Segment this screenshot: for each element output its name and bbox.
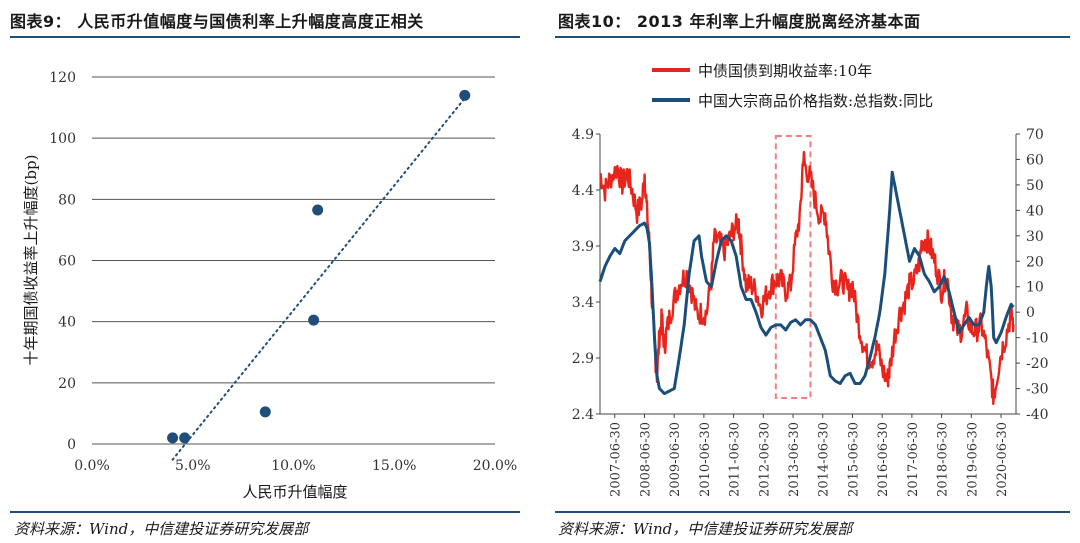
right-y-tick-labels: 70 60 50 40 30 20 10 0 -10 -20 -30 -40 [1026, 127, 1049, 423]
scatter-point [312, 204, 324, 216]
x-tick-label: 2007-06-30 [609, 422, 624, 497]
right-footer-rule [555, 511, 1070, 513]
x-tick-label: 2018-06-30 [936, 422, 951, 497]
right-y-tick-label: 40 [1026, 203, 1044, 219]
left-y-tick-label: 4.9 [572, 127, 594, 143]
scatter-y-tick-label: 0 [67, 437, 76, 453]
scatter-y-tick-label: 80 [58, 192, 76, 208]
scatter-point [259, 406, 271, 418]
right-chart-title: 图表10： 2013 年利率上升幅度脱离经济基本面 [558, 12, 921, 31]
left-y-tick-label: 3.9 [572, 239, 594, 255]
scatter-point [459, 89, 471, 101]
x-tick-label: 2012-06-30 [757, 422, 772, 497]
right-y-tick-label: -30 [1026, 382, 1049, 398]
right-y-tick-label: 10 [1026, 280, 1044, 296]
right-y-tick-label: 50 [1026, 178, 1044, 194]
scatter-x-axis-label: 人民币升值幅度 [242, 483, 347, 501]
left-chart-title: 图表9： 人民币升值幅度与国债利率上升幅度高度正相关 [10, 12, 424, 31]
scatter-x-tick-labels: 0.0% 5.0% 10.0% 15.0% 20.0% [74, 458, 517, 474]
scatter-x-tick-label: 15.0% [372, 458, 416, 474]
left-y-tick-label: 3.4 [572, 295, 594, 311]
scatter-y-tick-labels: 0 20 40 60 80 100 120 [49, 70, 76, 453]
right-y-tick-label: 70 [1026, 127, 1044, 143]
right-y-tick-label: 60 [1026, 152, 1044, 168]
x-tick-label: 2020-06-30 [995, 422, 1010, 497]
x-tick-label: 2011-06-30 [728, 422, 743, 497]
scatter-x-tick-label: 20.0% [473, 458, 517, 474]
x-tick-labels: 2007-06-30 2008-06-30 2009-06-30 2010-06-30… [609, 422, 1010, 497]
scatter-point [167, 432, 179, 444]
x-tick-label: 2013-06-30 [787, 422, 802, 497]
left-y-tick-label: 2.9 [572, 351, 594, 367]
x-tick-label: 2019-06-30 [965, 422, 980, 497]
scatter-point [308, 314, 320, 326]
right-y-tick-label: -40 [1026, 407, 1049, 423]
scatter-gridlines [92, 76, 495, 445]
scatter-y-axis-label: 十年期国债收益率上升幅度(bp) [22, 155, 40, 366]
series-line-commodity [598, 170, 1015, 396]
right-source-note: 资料来源：Wind，中信建投证券研究发展部 [558, 520, 853, 538]
x-tick-label: 2014-06-30 [817, 422, 832, 497]
x-tick-label: 2016-06-30 [876, 422, 891, 497]
line-series [598, 150, 1015, 406]
right-y-tick-label: 0 [1026, 305, 1035, 321]
scatter-y-tick-label: 120 [49, 70, 76, 86]
x-tick-label: 2008-06-30 [638, 422, 653, 497]
scatter-y-tick-label: 60 [58, 254, 76, 270]
right-y-tick-label: 20 [1026, 254, 1044, 270]
highlight-box-rect [774, 135, 812, 399]
left-footer-rule [10, 511, 520, 513]
scatter-y-tick-label: 20 [58, 376, 76, 392]
scatter-x-tick-label: 0.0% [74, 458, 110, 474]
scatter-y-tick-label: 40 [58, 315, 76, 331]
right-y-tick-label: 30 [1026, 229, 1044, 245]
scatter-x-tick-label: 10.0% [271, 458, 315, 474]
legend-label-commodity: 中国大宗商品价格指数:总指数:同比 [698, 92, 933, 110]
scatter-point [179, 432, 191, 444]
right-y-tick-label: -10 [1026, 331, 1049, 347]
x-tick-label: 2017-06-30 [906, 422, 921, 497]
series-line-yield [599, 150, 1015, 406]
scatter-trendline-path [171, 97, 466, 461]
legend-label-yield: 中债国债到期收益率:10年 [698, 62, 872, 80]
scatter-x-tick-label: 5.0% [175, 458, 211, 474]
x-tick-label: 2010-06-30 [698, 422, 713, 497]
line-plot-frame [596, 133, 1020, 418]
right-y-tick-label: -20 [1026, 356, 1049, 372]
scatter-points [167, 89, 471, 444]
scatter-trendline [171, 97, 466, 461]
left-source-note: 资料来源：Wind，中信建投证券研究发展部 [14, 520, 309, 538]
left-y-tick-label: 4.4 [572, 183, 594, 199]
line-legend: 中债国债到期收益率:10年 中国大宗商品价格指数:总指数:同比 [652, 62, 933, 110]
left-title-rule [10, 36, 520, 38]
left-y-tick-label: 2.4 [572, 407, 594, 423]
x-tick-label: 2009-06-30 [668, 422, 683, 497]
scatter-y-tick-label: 100 [49, 131, 76, 147]
highlight-box [774, 135, 812, 399]
right-title-rule [555, 36, 1070, 38]
x-tick-label: 2015-06-30 [846, 422, 861, 497]
left-y-tick-labels: 4.9 4.4 3.9 3.4 2.9 2.4 [572, 127, 594, 423]
